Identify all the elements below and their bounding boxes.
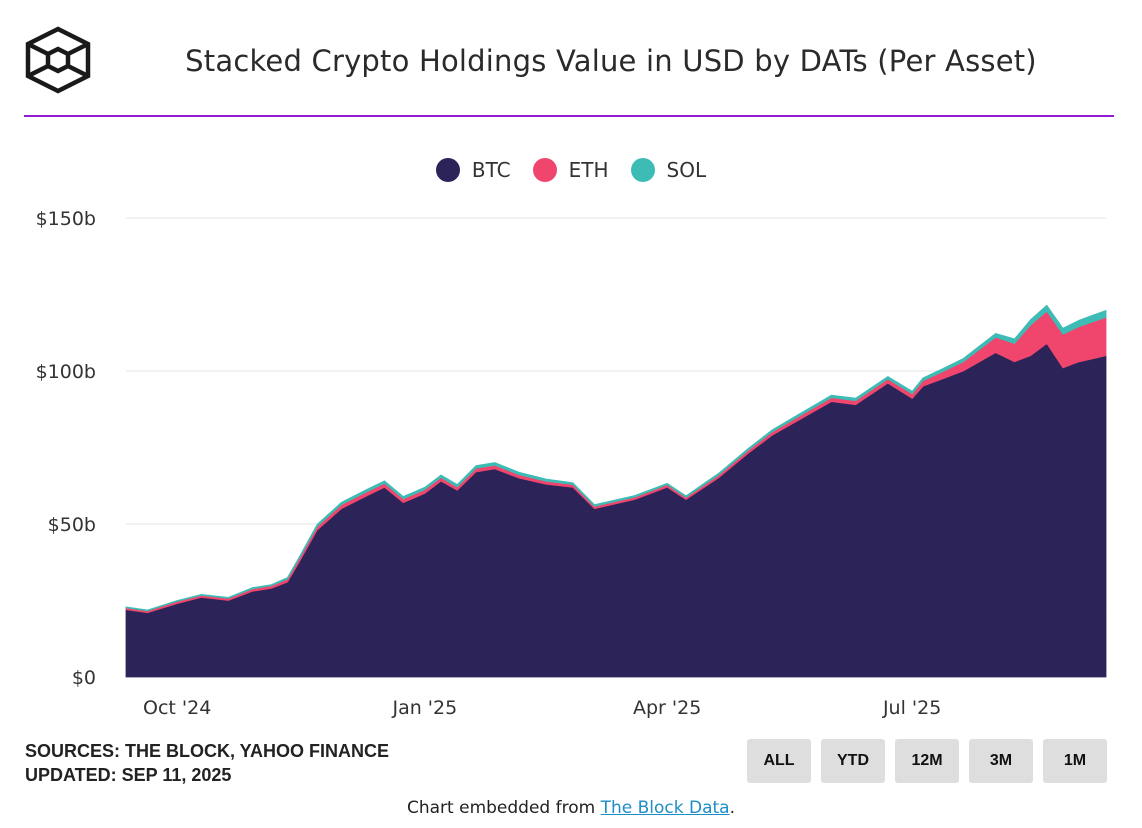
x-axis-ticks: Oct '24 Jan '25 Apr '25 Jul '25 [143, 697, 941, 719]
embed-note: Chart embedded from The Block Data. [0, 798, 1142, 818]
range-12m-button[interactable]: 12M [895, 739, 959, 783]
chart-title: Stacked Crypto Holdings Value in USD by … [185, 44, 1037, 78]
legend-label-eth: ETH [568, 158, 609, 182]
stacked-area-chart: $0 $50b $100b $150b Oct '24 Jan '25 Apr '25 Ju… [36, 208, 1107, 719]
range-all-button[interactable]: ALL [747, 739, 811, 783]
sources-block: SOURCES: THE BLOCK, YAHOO FINANCE UPDATE… [25, 739, 389, 787]
legend-item-sol[interactable]: SOL [630, 158, 707, 182]
x-tick-label: Jul '25 [882, 697, 941, 719]
x-tick-label: Jan '25 [391, 697, 457, 719]
embed-prefix: Chart embedded from [407, 798, 601, 818]
y-tick-label: $150b [36, 208, 96, 230]
x-tick-label: Apr '25 [633, 697, 701, 719]
updated-line: UPDATED: SEP 11, 2025 [25, 765, 232, 785]
area-btc[interactable] [125, 342, 1107, 678]
area-series [125, 304, 1107, 678]
legend-item-btc[interactable]: BTC [435, 158, 511, 182]
sources-line: SOURCES: THE BLOCK, YAHOO FINANCE [25, 741, 390, 761]
y-axis-ticks: $0 $50b $100b $150b [36, 208, 96, 689]
range-button-group: ALL YTD 12M 3M 1M [747, 739, 1107, 783]
legend-dot-btc-icon [435, 158, 460, 182]
embed-suffix: . [729, 798, 735, 818]
the-block-logo-icon[interactable] [24, 26, 92, 94]
the-block-data-link[interactable]: The Block Data [600, 798, 730, 818]
legend-dot-eth-icon [532, 158, 557, 182]
legend-item-eth[interactable]: ETH [532, 158, 609, 182]
header-divider [24, 115, 1114, 117]
range-3m-button[interactable]: 3M [969, 739, 1033, 783]
legend-dot-sol-icon [630, 158, 655, 182]
legend-label-btc: BTC [471, 158, 511, 182]
y-tick-label: $0 [72, 667, 96, 689]
area-sol[interactable] [125, 304, 1107, 612]
x-tick-label: Oct '24 [143, 697, 211, 719]
y-tick-label: $50b [48, 514, 96, 536]
y-tick-label: $100b [36, 361, 96, 383]
chart-legend: BTC ETH SOL [0, 158, 1142, 182]
range-ytd-button[interactable]: YTD [821, 739, 885, 783]
legend-label-sol: SOL [666, 158, 707, 182]
range-1m-button[interactable]: 1M [1043, 739, 1107, 783]
